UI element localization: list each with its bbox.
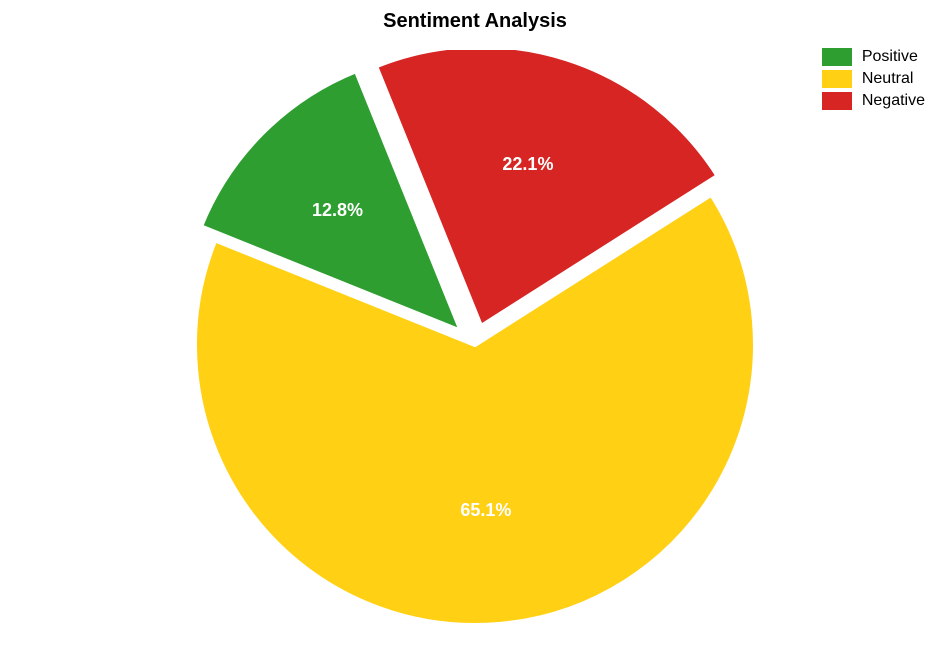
legend-item-neutral: Neutral (822, 70, 925, 88)
legend-item-negative: Negative (822, 92, 925, 110)
legend-swatch-positive (822, 48, 852, 66)
slice-label-positive: 12.8% (312, 200, 363, 221)
chart-container: Sentiment Analysis Positive Neutral Nega… (0, 0, 950, 662)
legend: Positive Neutral Negative (822, 48, 925, 114)
pie-chart (185, 50, 765, 650)
legend-label-positive: Positive (862, 48, 918, 66)
legend-label-negative: Negative (862, 92, 925, 110)
slice-label-neutral: 65.1% (460, 500, 511, 521)
slice-label-negative: 22.1% (502, 154, 553, 175)
legend-label-neutral: Neutral (862, 70, 914, 88)
legend-item-positive: Positive (822, 48, 925, 66)
legend-swatch-negative (822, 92, 852, 110)
chart-title: Sentiment Analysis (383, 10, 567, 33)
legend-swatch-neutral (822, 70, 852, 88)
